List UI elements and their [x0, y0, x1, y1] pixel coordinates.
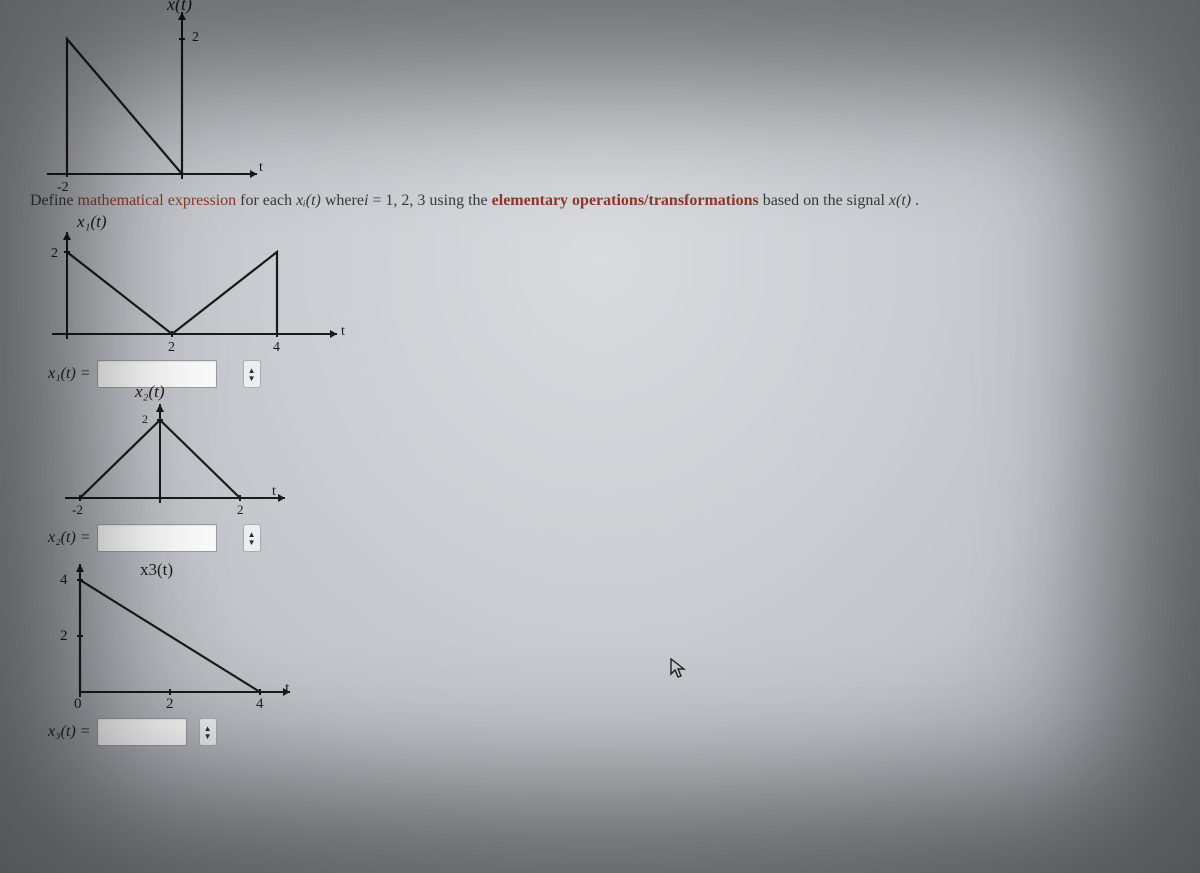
- q-mid1: for each: [236, 192, 296, 209]
- q-hl2: elementary operations/transformations: [492, 192, 759, 209]
- answer-3-row: x₃(t) = ▲ ▼: [48, 718, 1170, 746]
- answer-2-stepper[interactable]: ▲ ▼: [243, 524, 261, 552]
- graph-x2-tlabel: t: [272, 484, 276, 500]
- graph-x1-tlabel: t: [341, 324, 345, 340]
- answer-1-row: x₁(t) = ▲ ▼: [48, 360, 1170, 388]
- stepper-down-icon: ▼: [248, 375, 256, 382]
- answer-3-label: x₃(t) =: [48, 723, 91, 741]
- graph-x3-xb: 2: [166, 696, 174, 713]
- stepper-down-icon: ▼: [204, 733, 212, 740]
- answer-1-stepper[interactable]: ▲ ▼: [243, 360, 261, 388]
- answer-1-label: x₁(t) =: [48, 365, 91, 383]
- page: x(t) 2 -2 t Define mathematical expressi…: [0, 0, 1200, 873]
- graph-x-ytick: 2: [192, 30, 199, 46]
- q-end: .: [911, 192, 919, 209]
- stepper-down-icon: ▼: [248, 539, 256, 546]
- graph-x-xneg: -2: [57, 180, 69, 196]
- q-var2: x(t): [889, 192, 911, 209]
- answer-2-input[interactable]: [97, 524, 217, 552]
- stepper-up-icon: ▲: [248, 367, 256, 374]
- graph-x3-ya: 4: [60, 572, 68, 589]
- viewport: x(t) 2 -2 t Define mathematical expressi…: [0, 0, 1200, 873]
- q-var1: xᵢ(t): [296, 192, 321, 209]
- graph-x3-title: x3(t): [140, 560, 173, 580]
- q-mid4: based on the signal: [759, 192, 889, 209]
- stepper-up-icon: ▲: [248, 531, 256, 538]
- graph-x-tlabel: t: [259, 160, 263, 176]
- answer-3-input[interactable]: [97, 718, 187, 746]
- graph-x-title: x(t): [167, 0, 192, 15]
- graph-x1: x₁(t) 2 2 4 t: [42, 224, 352, 354]
- answer-2-label: x₂(t) =: [48, 529, 91, 547]
- stepper-up-icon: ▲: [204, 725, 212, 732]
- q-hl1: mathematical expression: [78, 192, 237, 209]
- graph-x2-ytick: 2: [142, 412, 148, 427]
- graph-x3-yb: 2: [60, 628, 68, 645]
- graph-x3-xa: 0: [74, 696, 82, 713]
- graph-x1-xb: 4: [273, 340, 280, 356]
- graph-x2-xpos: 2: [237, 502, 244, 518]
- graph-x3-tlabel: t: [285, 680, 289, 698]
- q-mid3: using the: [429, 192, 491, 209]
- cursor-icon: [670, 658, 688, 680]
- q-eq: = 1, 2, 3: [368, 192, 429, 209]
- graph-x2: x₂(t) 2 -2 2 t: [60, 398, 310, 518]
- graph-x2-xneg: -2: [72, 502, 83, 518]
- graph-x1-ytick: 2: [51, 246, 58, 262]
- graph-x3-xc: 4: [256, 696, 264, 713]
- q-mid2: where: [321, 192, 364, 209]
- graph-x1-title: x₁(t): [77, 212, 107, 232]
- q-prefix: Define: [30, 192, 78, 209]
- graph-x1-xa: 2: [168, 340, 175, 356]
- graph-x: x(t) 2 -2 t: [42, 4, 272, 184]
- answer-2-row: x₂(t) = ▲ ▼: [48, 524, 1170, 552]
- answer-3-stepper[interactable]: ▲ ▼: [199, 718, 217, 746]
- graph-x3: x3(t) 4 2 0 2 4 t: [50, 562, 310, 712]
- question-text: Define mathematical expression for each …: [30, 192, 1170, 210]
- graph-x2-title: x₂(t): [135, 382, 165, 402]
